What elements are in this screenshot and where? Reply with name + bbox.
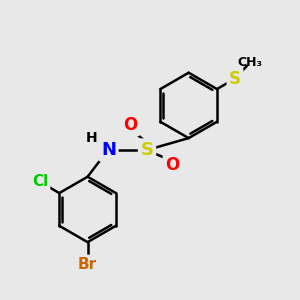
Text: S: S xyxy=(140,141,154,159)
Text: CH₃: CH₃ xyxy=(237,56,262,69)
Text: N: N xyxy=(101,141,116,159)
Text: O: O xyxy=(124,116,138,134)
Text: Br: Br xyxy=(78,257,97,272)
Text: H: H xyxy=(86,130,98,145)
Text: O: O xyxy=(165,156,179,174)
Text: Cl: Cl xyxy=(32,175,48,190)
Text: S: S xyxy=(229,70,241,88)
